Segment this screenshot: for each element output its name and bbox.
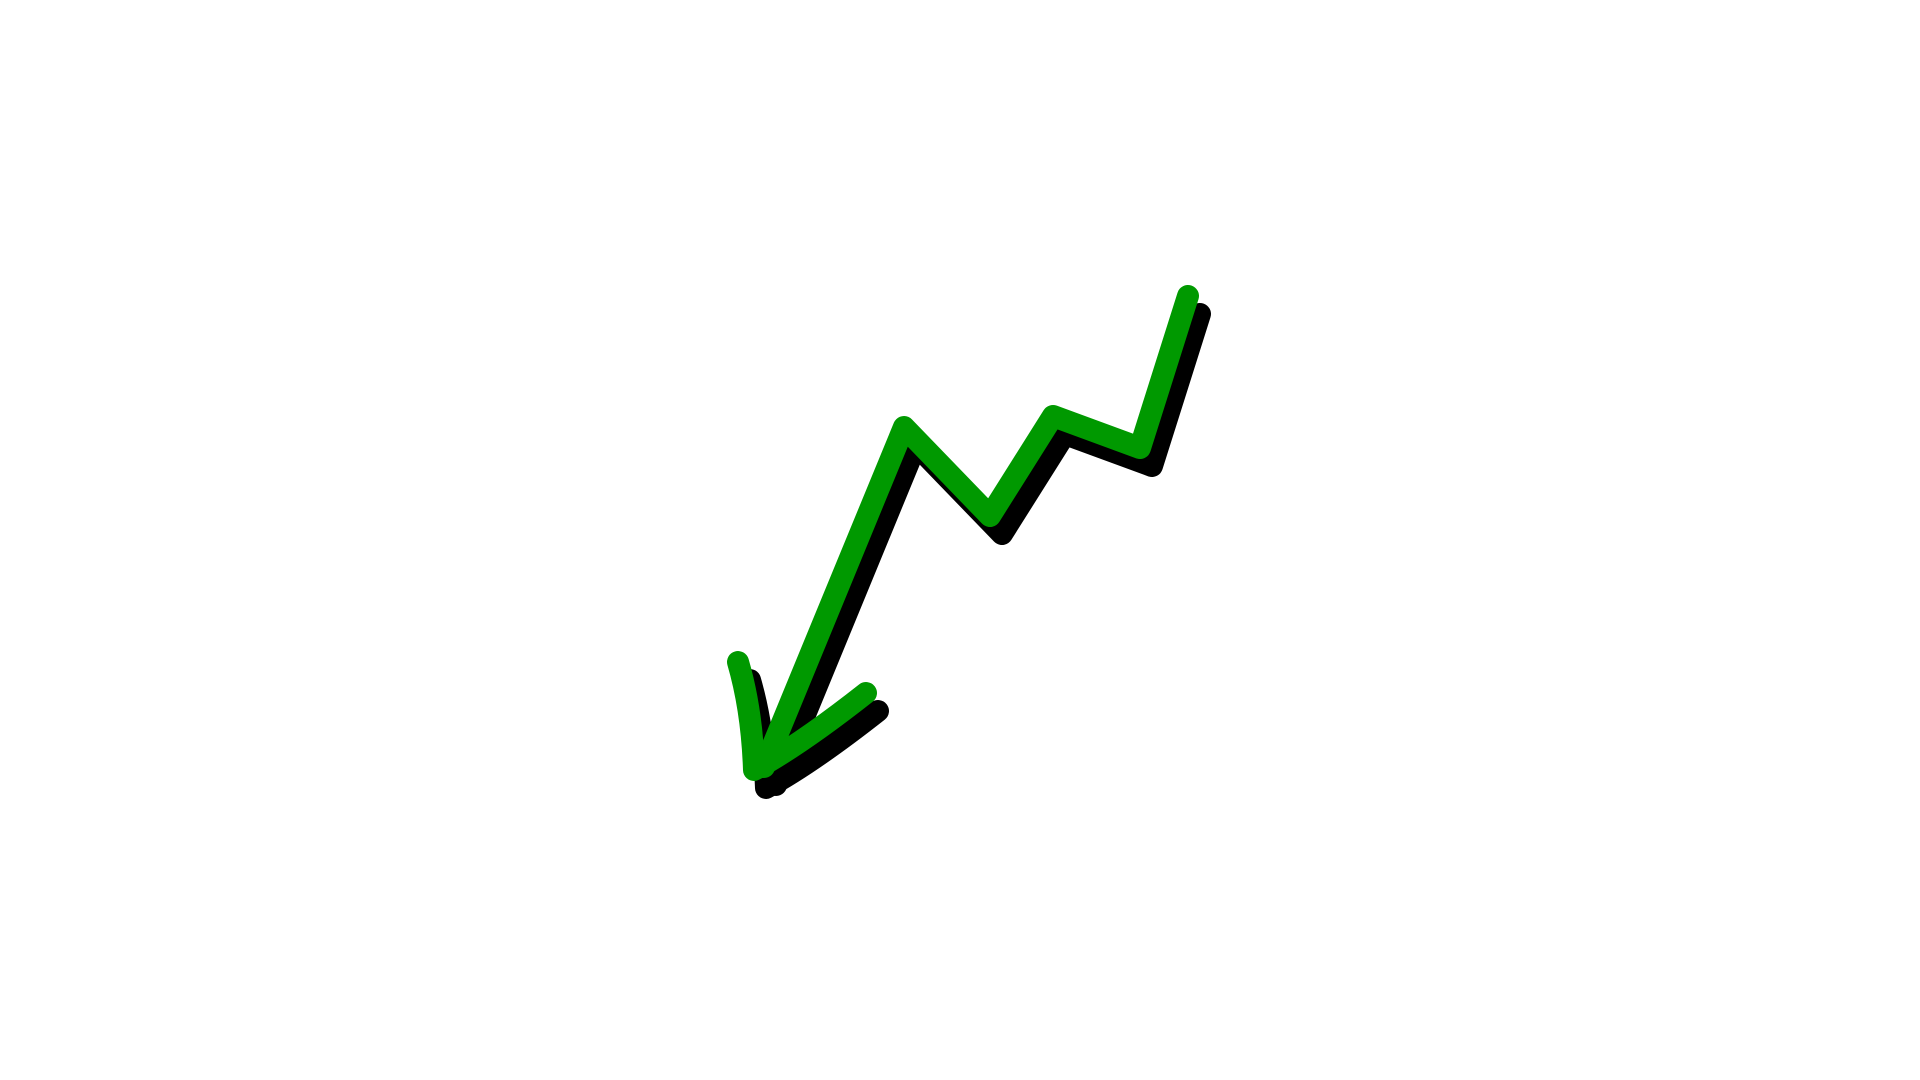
arrow-main-line bbox=[753, 285, 1199, 778]
arrow-shadow-line bbox=[765, 303, 1211, 796]
arrow-main bbox=[727, 285, 1199, 781]
arrow-main-head bbox=[727, 651, 877, 781]
